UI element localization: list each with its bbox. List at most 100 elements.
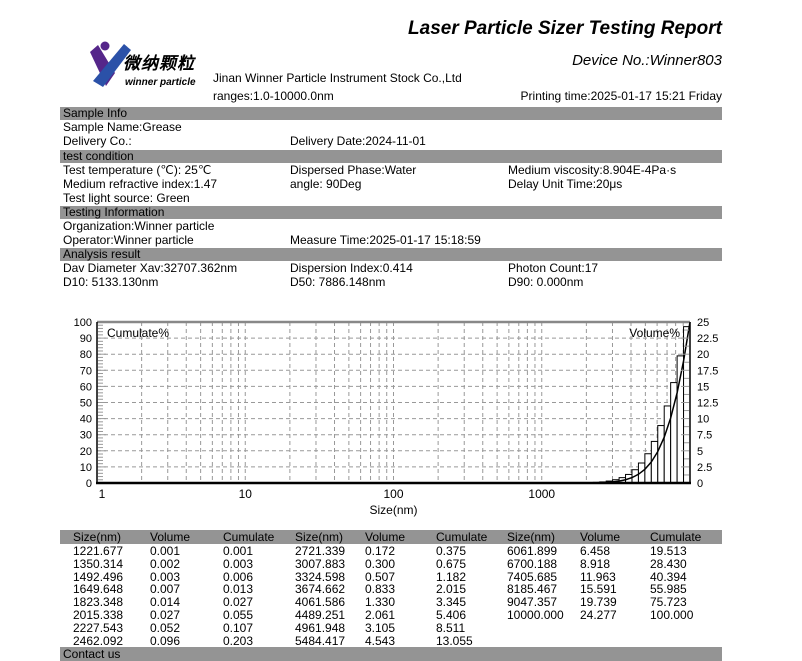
- section-bar-testing-information: Testing Information: [60, 206, 722, 219]
- delivery-co: Delivery Co.:: [63, 134, 132, 148]
- table-header-bar: [60, 530, 722, 544]
- svg-text:0: 0: [86, 478, 92, 490]
- table-cell: 0.375: [436, 544, 467, 558]
- table-cell: 0.006: [223, 569, 254, 584]
- table-cell: 0.107: [223, 620, 254, 635]
- table-cell: 2.061: [365, 608, 396, 622]
- sample-name: Sample Name:Grease: [63, 120, 182, 134]
- table-header-cell: Cumulate: [223, 530, 275, 544]
- table-cell: 0.003: [150, 569, 181, 584]
- table-cell: 2721.339: [295, 544, 346, 558]
- svg-text:15: 15: [697, 381, 709, 393]
- table-cell: 1.330: [365, 595, 396, 610]
- table-cell: 0.027: [150, 608, 181, 622]
- table-cell: 0.052: [150, 620, 181, 635]
- table-cell: 75.723: [650, 595, 687, 610]
- svg-text:60: 60: [80, 381, 92, 393]
- table-header-cell: Volume: [365, 530, 406, 544]
- table-cell: 0.055: [223, 608, 254, 622]
- svg-text:50: 50: [80, 398, 92, 410]
- device-number: Device No.:Winner803: [572, 52, 722, 69]
- table-cell: 3.105: [365, 620, 396, 635]
- svg-text:17.5: 17.5: [697, 365, 718, 377]
- table-cell: 0.096: [150, 633, 181, 648]
- table-cell: 6.458: [580, 544, 611, 558]
- section-bar-contact-us: Contact us: [60, 647, 722, 661]
- table-cell: 6061.899: [507, 544, 558, 558]
- table-cell: 9047.357: [507, 595, 558, 610]
- section-bar-sample-info: Sample Info: [60, 107, 722, 120]
- svg-text:1000: 1000: [528, 487, 555, 501]
- test-temperature: Test temperature (℃): 25℃: [63, 163, 212, 177]
- delay-unit-time: Delay Unit Time:20μs: [508, 177, 623, 191]
- table-cell: 8185.467: [507, 582, 558, 597]
- table-header-cell: Size(nm): [295, 530, 344, 544]
- company-name: Jinan Winner Particle Instrument Stock C…: [213, 71, 462, 85]
- svg-text:7.5: 7.5: [697, 430, 712, 442]
- table-cell: 3324.598: [295, 569, 346, 584]
- table-cell: 0.203: [223, 633, 254, 648]
- table-cell: 0.002: [150, 556, 181, 571]
- table-cell: 0.013: [223, 582, 254, 597]
- table-cell: 0.300: [365, 556, 396, 571]
- svg-text:5: 5: [697, 446, 703, 458]
- svg-text:2.5: 2.5: [697, 462, 712, 474]
- table-cell: 1492.496: [73, 569, 124, 584]
- operator: Operator:Winner particle: [63, 233, 194, 247]
- table-cell: 24.277: [580, 608, 617, 622]
- medium-viscosity: Medium viscosity:8.904E-4Pa·s: [508, 163, 677, 177]
- table-cell: 4961.948: [295, 620, 346, 635]
- table-cell: 2227.543: [73, 620, 124, 635]
- particle-size-chart: 010203040506070809010002.557.51012.51517…: [74, 317, 719, 517]
- table-cell: 8.918: [580, 556, 611, 571]
- table-cell: 0.675: [436, 556, 467, 571]
- table-cell: 4.543: [365, 633, 396, 648]
- table-cell: 19.739: [580, 595, 617, 610]
- table-header-cell: Size(nm): [73, 530, 122, 544]
- table-cell: 15.591: [580, 582, 617, 597]
- logo-chinese-text: 微纳颗粒: [123, 54, 197, 73]
- light-source: Test light source: Green: [63, 191, 190, 205]
- d50-value: D50: 7886.148nm: [290, 275, 386, 289]
- company-logo: 微纳颗粒 winner particle: [85, 40, 215, 99]
- svg-text:10: 10: [697, 414, 709, 426]
- printing-time: Printing time:2025-01-17 15:21 Friday: [520, 89, 722, 103]
- table-cell: 0.014: [150, 595, 181, 610]
- section-bar-analysis-result: Analysis result: [60, 248, 722, 261]
- table-cell: 13.055: [436, 633, 473, 648]
- svg-text:12.5: 12.5: [697, 398, 718, 410]
- svg-text:10: 10: [239, 487, 253, 501]
- table-header-cell: Cumulate: [650, 530, 702, 544]
- delivery-date: Delivery Date:2024-11-01: [290, 134, 426, 148]
- report-title: Laser Particle Sizer Testing Report: [408, 18, 722, 39]
- svg-text:100: 100: [74, 317, 92, 329]
- table-cell: 3007.883: [295, 556, 346, 571]
- table-cell: 0.507: [365, 569, 396, 584]
- svg-text:40: 40: [80, 414, 92, 426]
- dispersion-index: Dispersion Index:0.414: [290, 261, 413, 275]
- svg-text:10: 10: [80, 462, 92, 474]
- svg-text:25: 25: [697, 317, 709, 329]
- table-cell: 19.513: [650, 544, 687, 558]
- table-header-cell: Volume: [150, 530, 191, 544]
- table-cell: 100.000: [650, 608, 694, 622]
- table-cell: 28.430: [650, 556, 687, 571]
- svg-text:80: 80: [80, 349, 92, 361]
- table-cell: 1350.314: [73, 556, 124, 571]
- measure-time: Measure Time:2025-01-17 15:18:59: [290, 233, 481, 247]
- table-cell: 1.182: [436, 569, 467, 584]
- table-header-cell: Size(nm): [507, 530, 556, 544]
- table-header-cell: Volume: [580, 530, 621, 544]
- table-cell: 0.001: [223, 544, 254, 558]
- table-cell: 1221.677: [73, 544, 124, 558]
- svg-text:1: 1: [99, 487, 106, 501]
- refractive-index: Medium refractive index:1.47: [63, 177, 218, 191]
- table-cell: 2.015: [436, 582, 467, 597]
- logo-english-text: winner particle: [125, 77, 196, 88]
- svg-text:Cumulate%: Cumulate%: [107, 326, 169, 340]
- svg-text:0: 0: [697, 478, 703, 490]
- dav-diameter: Dav Diameter Xav:32707.362nm: [63, 261, 238, 275]
- table-cell: 1823.348: [73, 595, 124, 610]
- table-cell: 0.027: [223, 595, 254, 610]
- svg-text:22.5: 22.5: [697, 333, 718, 345]
